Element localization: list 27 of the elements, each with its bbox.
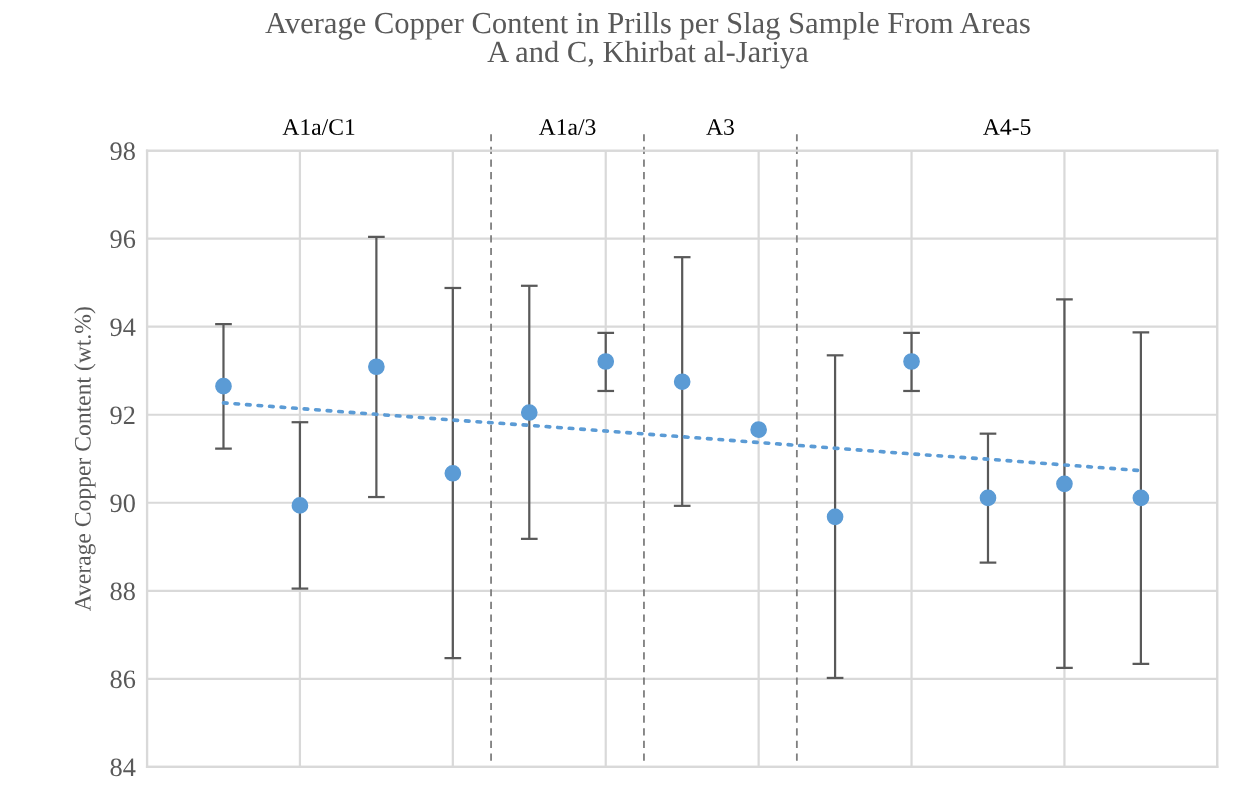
y-tick-label: 84 [110,758,136,777]
y-tick-label: 96 [110,230,136,249]
point [750,421,767,439]
point [444,464,462,482]
y-tick-label: 86 [110,670,136,689]
y-tick-label: 98 [110,142,135,161]
point [1056,475,1073,493]
text: A1a/C1 [282,119,355,136]
point [826,508,844,526]
y-tick-label: 94 [110,318,136,337]
point [597,353,615,370]
point [215,377,232,395]
point [1132,489,1150,507]
y-axis-title: Average Copper Content (wt.%) [74,307,96,612]
point [520,404,538,421]
point [368,358,385,376]
chart-title: Average Copper Content in Prills per Slag Sample From Areas A and C, Khirbat al-Jariya [265,11,1030,69]
text: A3 [706,119,734,136]
y-tick-label: 88 [110,582,135,601]
point [291,497,309,514]
text: A4-5 [983,119,1031,136]
point [903,353,920,370]
text: A1a/3 [538,119,596,136]
point [979,489,997,507]
y-tick-label: 92 [110,406,135,425]
y-tick-label: 90 [110,494,135,513]
point [673,373,691,391]
